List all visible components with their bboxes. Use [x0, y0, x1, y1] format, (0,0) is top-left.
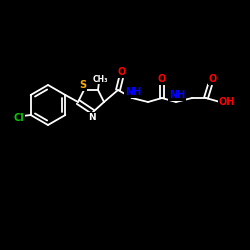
- Text: NH: NH: [125, 87, 141, 97]
- Text: O: O: [209, 74, 217, 84]
- Text: O: O: [118, 67, 126, 77]
- Text: N: N: [88, 112, 96, 122]
- Text: O: O: [158, 74, 166, 84]
- Text: S: S: [80, 80, 86, 90]
- Text: OH: OH: [219, 97, 235, 107]
- Text: NH: NH: [169, 90, 185, 100]
- Text: CH₃: CH₃: [92, 74, 108, 84]
- Text: Cl: Cl: [13, 113, 24, 123]
